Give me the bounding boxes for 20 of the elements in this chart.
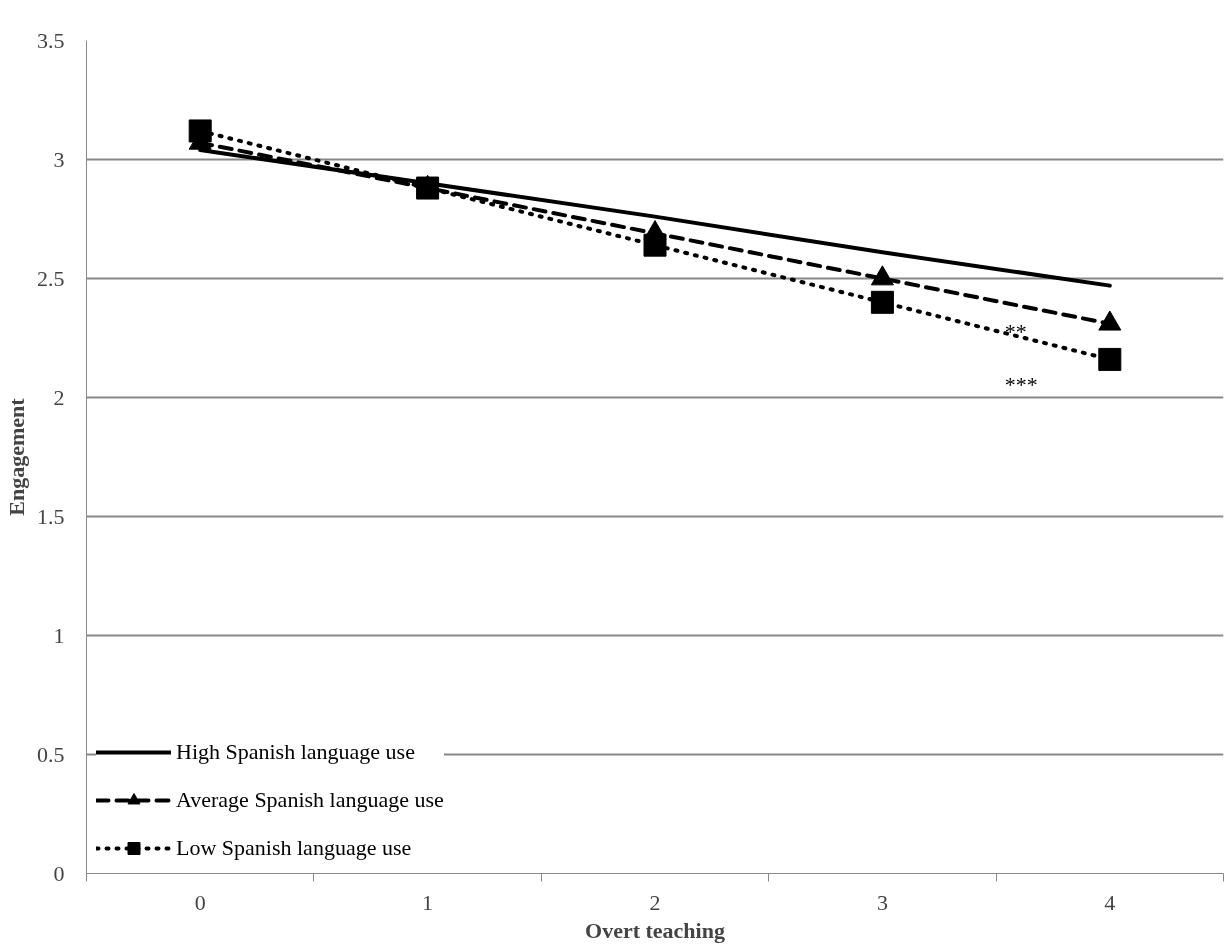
- y-tick-label: 3.5: [37, 27, 65, 53]
- x-tick-label: 0: [194, 889, 206, 915]
- y-axis-title: Engagement: [4, 397, 29, 516]
- y-tick-label: 2: [53, 384, 65, 410]
- x-axis-title: Overt teaching: [585, 917, 725, 943]
- annotation: **: [1004, 319, 1027, 345]
- x-tick-label: 1: [422, 889, 434, 915]
- y-tick-label: 1: [53, 622, 65, 648]
- legend-label: High Spanish language use: [176, 739, 415, 765]
- y-tick-label: 0.5: [37, 741, 65, 767]
- x-tick-label: 3: [876, 889, 888, 915]
- y-tick-label: 2.5: [37, 265, 65, 291]
- legend-label: Average Spanish language use: [176, 787, 444, 813]
- y-tick-label: 3: [53, 146, 65, 172]
- x-tick-label: 4: [1104, 889, 1116, 915]
- y-tick-label: 1.5: [37, 503, 65, 529]
- annotation: ***: [1004, 371, 1038, 397]
- y-tick-label: 0: [53, 860, 65, 886]
- legend-label: Low Spanish language use: [176, 835, 412, 861]
- x-tick-label: 2: [649, 889, 661, 915]
